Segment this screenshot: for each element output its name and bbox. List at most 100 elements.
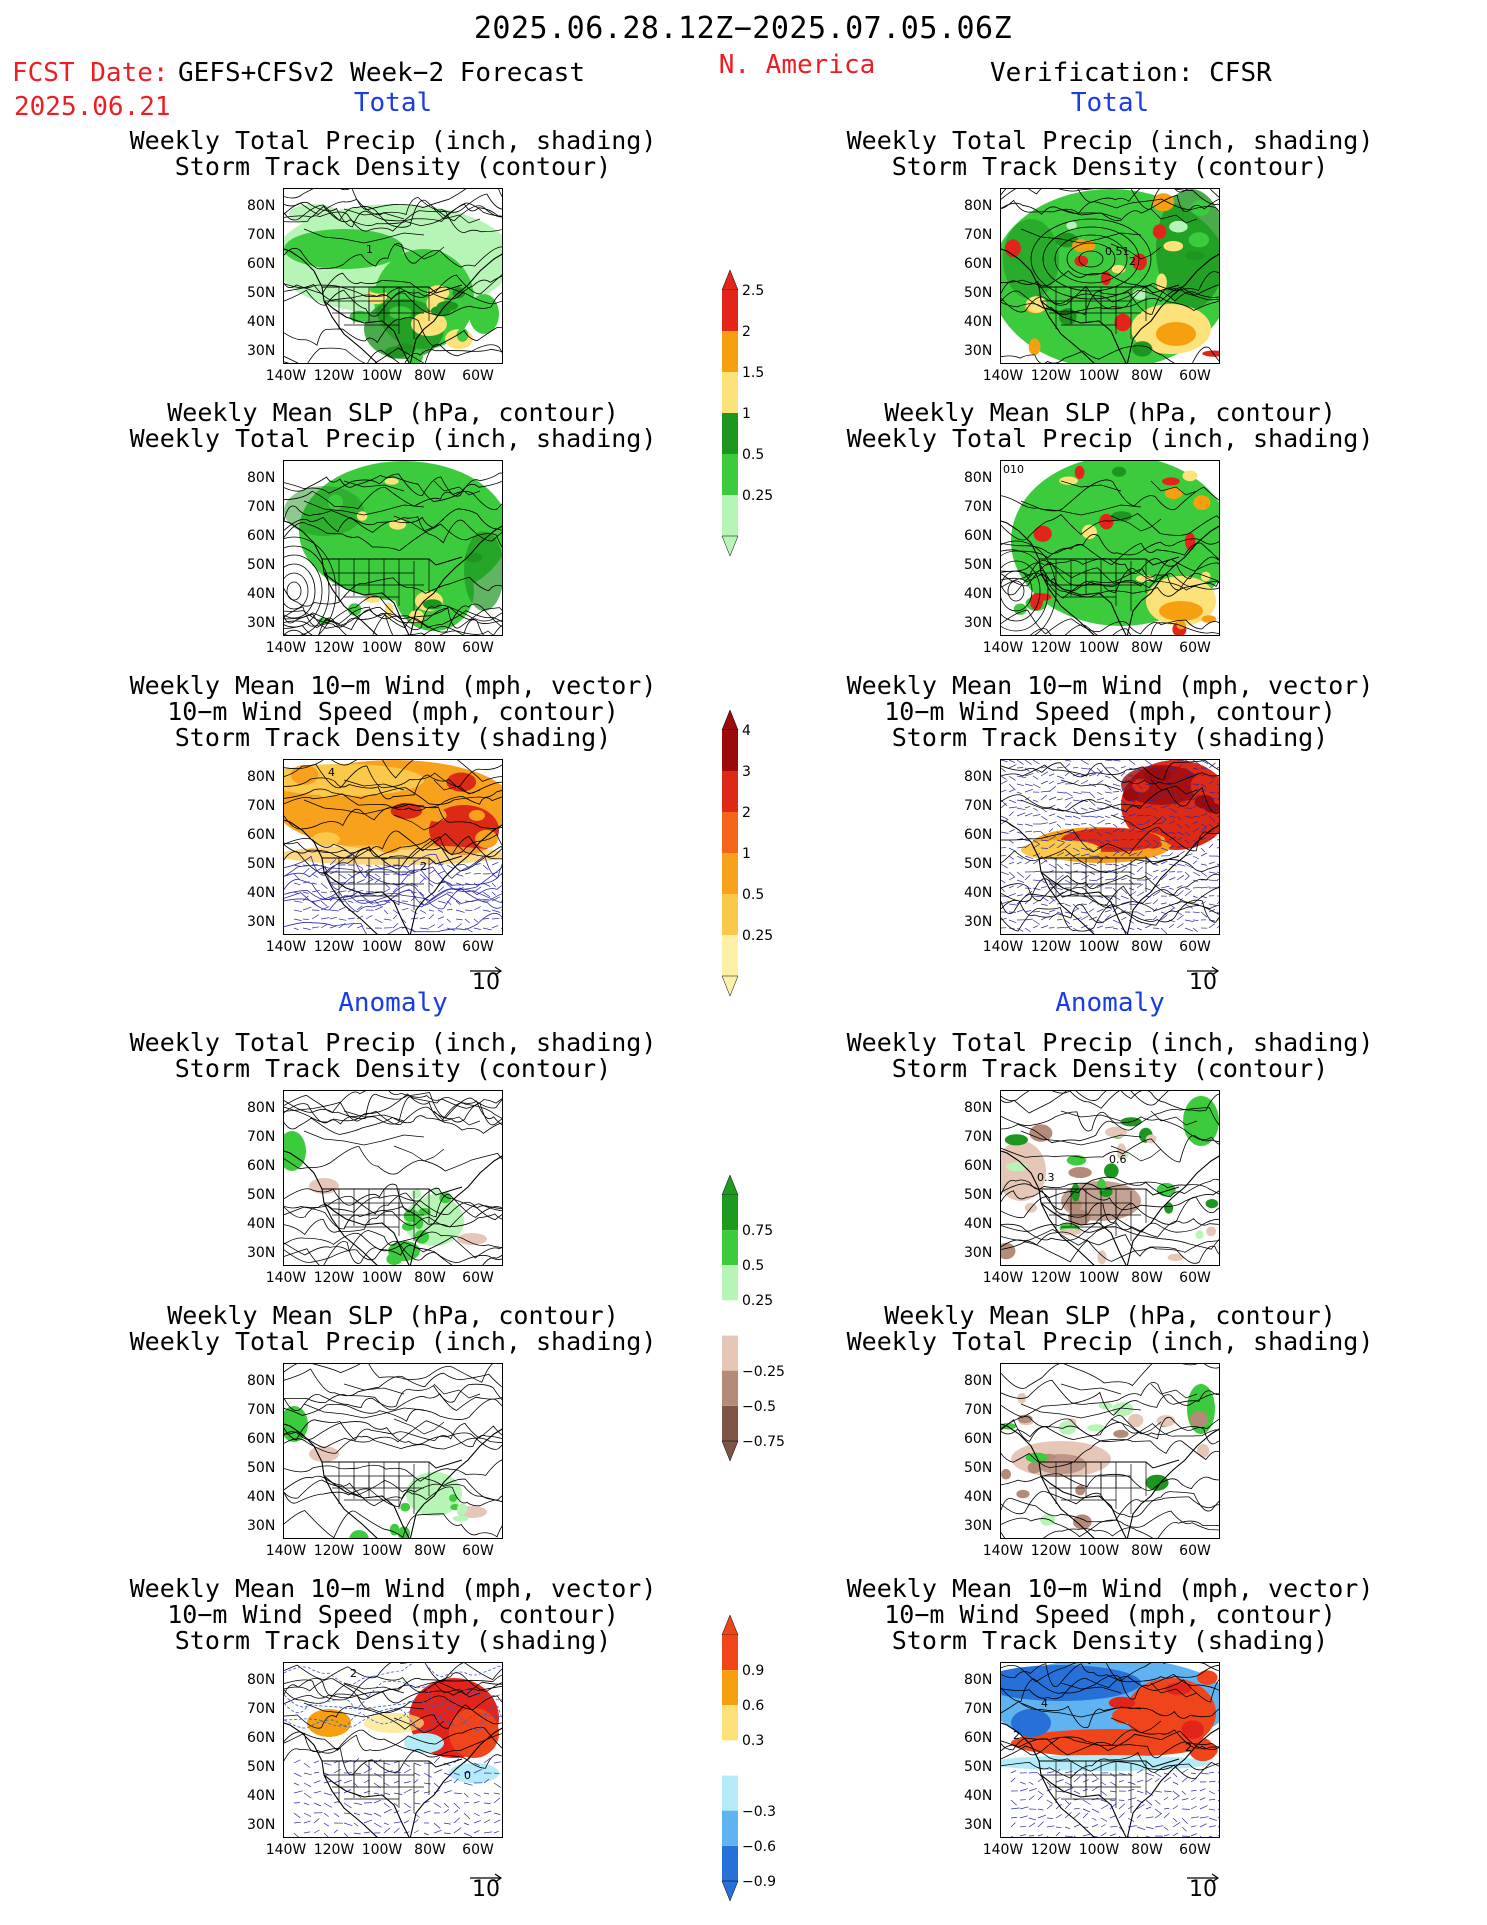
lon-tick-label: 120W: [313, 939, 355, 955]
colorbar-label: −0.3: [742, 1803, 776, 1820]
lon-tick-label: 120W: [1030, 1842, 1072, 1858]
lon-tick-label: 100W: [361, 1270, 403, 1286]
panel-title-line: Storm Track Density (shading): [174, 1626, 612, 1655]
colorbar-swatch: [722, 1740, 738, 1776]
colorbar-track-total: [720, 709, 740, 1000]
colorbar-label: 0.25: [742, 488, 774, 504]
lat-tick-label: 50N: [247, 1460, 276, 1476]
colorbar-swatch: [722, 454, 738, 495]
lat-tick-label: 50N: [964, 1187, 993, 1203]
colorbar-top-triangle: [721, 1614, 739, 1636]
lat-tick-label: 50N: [247, 1187, 276, 1203]
map-obs-anom-wind: 4 2 2: [1000, 1662, 1220, 1838]
panel-title-line: Weekly Total Precip (inch, shading): [129, 424, 657, 453]
lat-tick-label: 40N: [247, 586, 276, 602]
lon-tick-label: 80W: [414, 1270, 446, 1286]
lon-tick-label: 140W: [265, 1270, 307, 1286]
colorbar-swatch: [722, 730, 738, 771]
colorbar-label: 3: [742, 764, 751, 780]
colorbar-label: 0.25: [742, 1293, 774, 1310]
lon-tick-label: 140W: [982, 939, 1024, 955]
lon-tick-label: 140W: [982, 1270, 1024, 1286]
section-anomaly-right: Anomaly: [1055, 988, 1165, 1018]
map-fc-anom-precip: [283, 1090, 503, 1266]
lon-tick-label: 60W: [462, 640, 494, 656]
lon-tick-label: 60W: [1179, 1842, 1211, 1858]
lon-tick-label: 80W: [414, 1543, 446, 1559]
contour-label: 4: [328, 766, 335, 779]
lat-tick-label: 80N: [964, 1100, 993, 1116]
lat-tick-label: 40N: [247, 1489, 276, 1505]
lon-tick-label: 140W: [982, 640, 1024, 656]
colorbar-swatch: [722, 413, 738, 454]
fcst-date: 2025.06.21: [14, 92, 171, 122]
lat-tick-label: 80N: [247, 198, 276, 214]
colorbar-label: 1: [742, 406, 751, 422]
lat-tick-label: 40N: [247, 314, 276, 330]
lat-tick-label: 40N: [964, 1489, 993, 1505]
lat-tick-label: 70N: [247, 1701, 276, 1717]
vector-reference-value: 10: [1189, 970, 1217, 995]
contour-label: 0.3: [1037, 1171, 1055, 1184]
lat-tick-label: 70N: [964, 1129, 993, 1145]
lon-tick-label: 60W: [462, 368, 494, 384]
lon-tick-label: 140W: [982, 1842, 1024, 1858]
lat-tick-label: 30N: [964, 615, 993, 631]
lon-tick-label: 120W: [1030, 368, 1072, 384]
lat-tick-label: 60N: [964, 528, 993, 544]
contour-label: 2: [1013, 1729, 1020, 1742]
lon-tick-label: 140W: [982, 1543, 1024, 1559]
lon-tick-label: 100W: [1078, 1543, 1120, 1559]
lon-tick-label: 140W: [265, 939, 307, 955]
colorbar-label: 0.5: [742, 887, 765, 903]
panel-title-line: Weekly Total Precip (inch, shading): [846, 126, 1374, 155]
lat-tick-label: 40N: [964, 314, 993, 330]
lon-tick-label: 100W: [361, 1842, 403, 1858]
lat-tick-label: 60N: [964, 1730, 993, 1746]
colorbar-swatch: [722, 1300, 738, 1336]
colorbar-swatch: [722, 853, 738, 894]
lat-tick-label: 30N: [247, 343, 276, 359]
colorbar-label: −0.6: [742, 1838, 776, 1855]
lat-tick-label: 60N: [247, 1730, 276, 1746]
colorbar-precip-anom: [720, 1174, 740, 1465]
panel-title-line: Storm Track Density (shading): [174, 723, 612, 752]
lon-tick-label: 80W: [1131, 939, 1163, 955]
colorbar-swatch: [722, 812, 738, 853]
lon-tick-label: 120W: [313, 1543, 355, 1559]
lon-tick-label: 60W: [1179, 1270, 1211, 1286]
lat-tick-label: 50N: [964, 285, 993, 301]
colorbar-swatch: [722, 290, 738, 331]
panel-title-line: Weekly Mean 10−m Wind (mph, vector): [129, 671, 657, 700]
colorbar-bottom-triangle: [721, 535, 739, 557]
colorbar-swatch: [722, 372, 738, 413]
lat-tick-label: 80N: [247, 1373, 276, 1389]
lon-tick-label: 120W: [313, 368, 355, 384]
lon-tick-label: 120W: [1030, 939, 1072, 955]
colorbar-swatch: [722, 1195, 738, 1231]
contour-label: 2: [420, 860, 427, 873]
lat-tick-label: 70N: [964, 499, 993, 515]
lat-tick-label: 80N: [964, 1373, 993, 1389]
colorbar-label: 4: [742, 723, 751, 739]
colorbar-label: −0.9: [742, 1874, 776, 1890]
map-obs-total-slp: 010: [1000, 460, 1220, 636]
lat-tick-label: 60N: [964, 256, 993, 272]
panel-title-line: Weekly Total Precip (inch, shading): [129, 1028, 657, 1057]
lon-tick-label: 100W: [1078, 368, 1120, 384]
lat-tick-label: 30N: [964, 1245, 993, 1261]
lat-tick-label: 40N: [247, 1788, 276, 1804]
map-obs-anom-precip: 0.6 0.3: [1000, 1090, 1220, 1266]
panel-title-line: Weekly Mean SLP (hPa, contour): [884, 398, 1336, 427]
lon-tick-label: 80W: [414, 368, 446, 384]
map-obs-total-precip: 0.51 2: [1000, 188, 1220, 364]
lon-tick-label: 60W: [462, 1543, 494, 1559]
lon-tick-label: 100W: [1078, 1842, 1120, 1858]
colorbar-label: 0.5: [742, 1258, 765, 1275]
lat-tick-label: 80N: [247, 470, 276, 486]
lat-tick-label: 70N: [964, 1701, 993, 1717]
panel-title-line: Weekly Total Precip (inch, shading): [129, 126, 657, 155]
panel-title-line: 10−m Wind Speed (mph, contour): [884, 697, 1336, 726]
lat-tick-label: 60N: [247, 827, 276, 843]
